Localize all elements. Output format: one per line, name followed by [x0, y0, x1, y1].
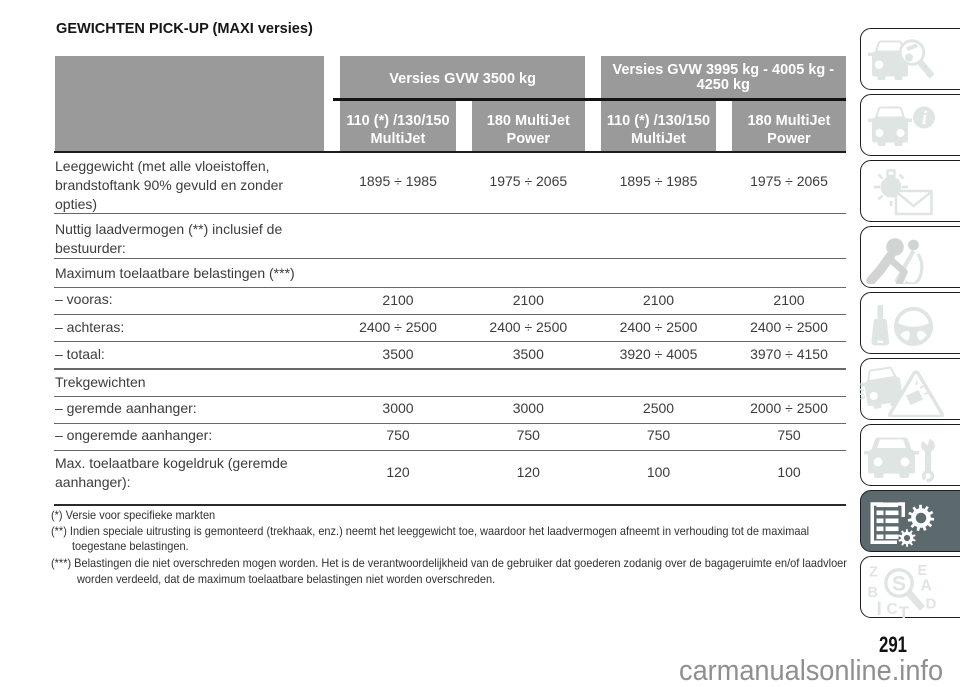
svg-text:I: I: [877, 599, 882, 618]
svg-text:D: D: [926, 596, 937, 613]
svg-text:i: i: [922, 108, 928, 129]
svg-text:T: T: [899, 603, 910, 618]
svg-text:E: E: [918, 563, 928, 579]
svg-text:S: S: [892, 573, 906, 596]
svg-text:C: C: [887, 601, 898, 618]
svg-text:Z: Z: [869, 565, 878, 581]
svg-text:A: A: [921, 578, 932, 595]
svg-text:B: B: [868, 585, 878, 601]
